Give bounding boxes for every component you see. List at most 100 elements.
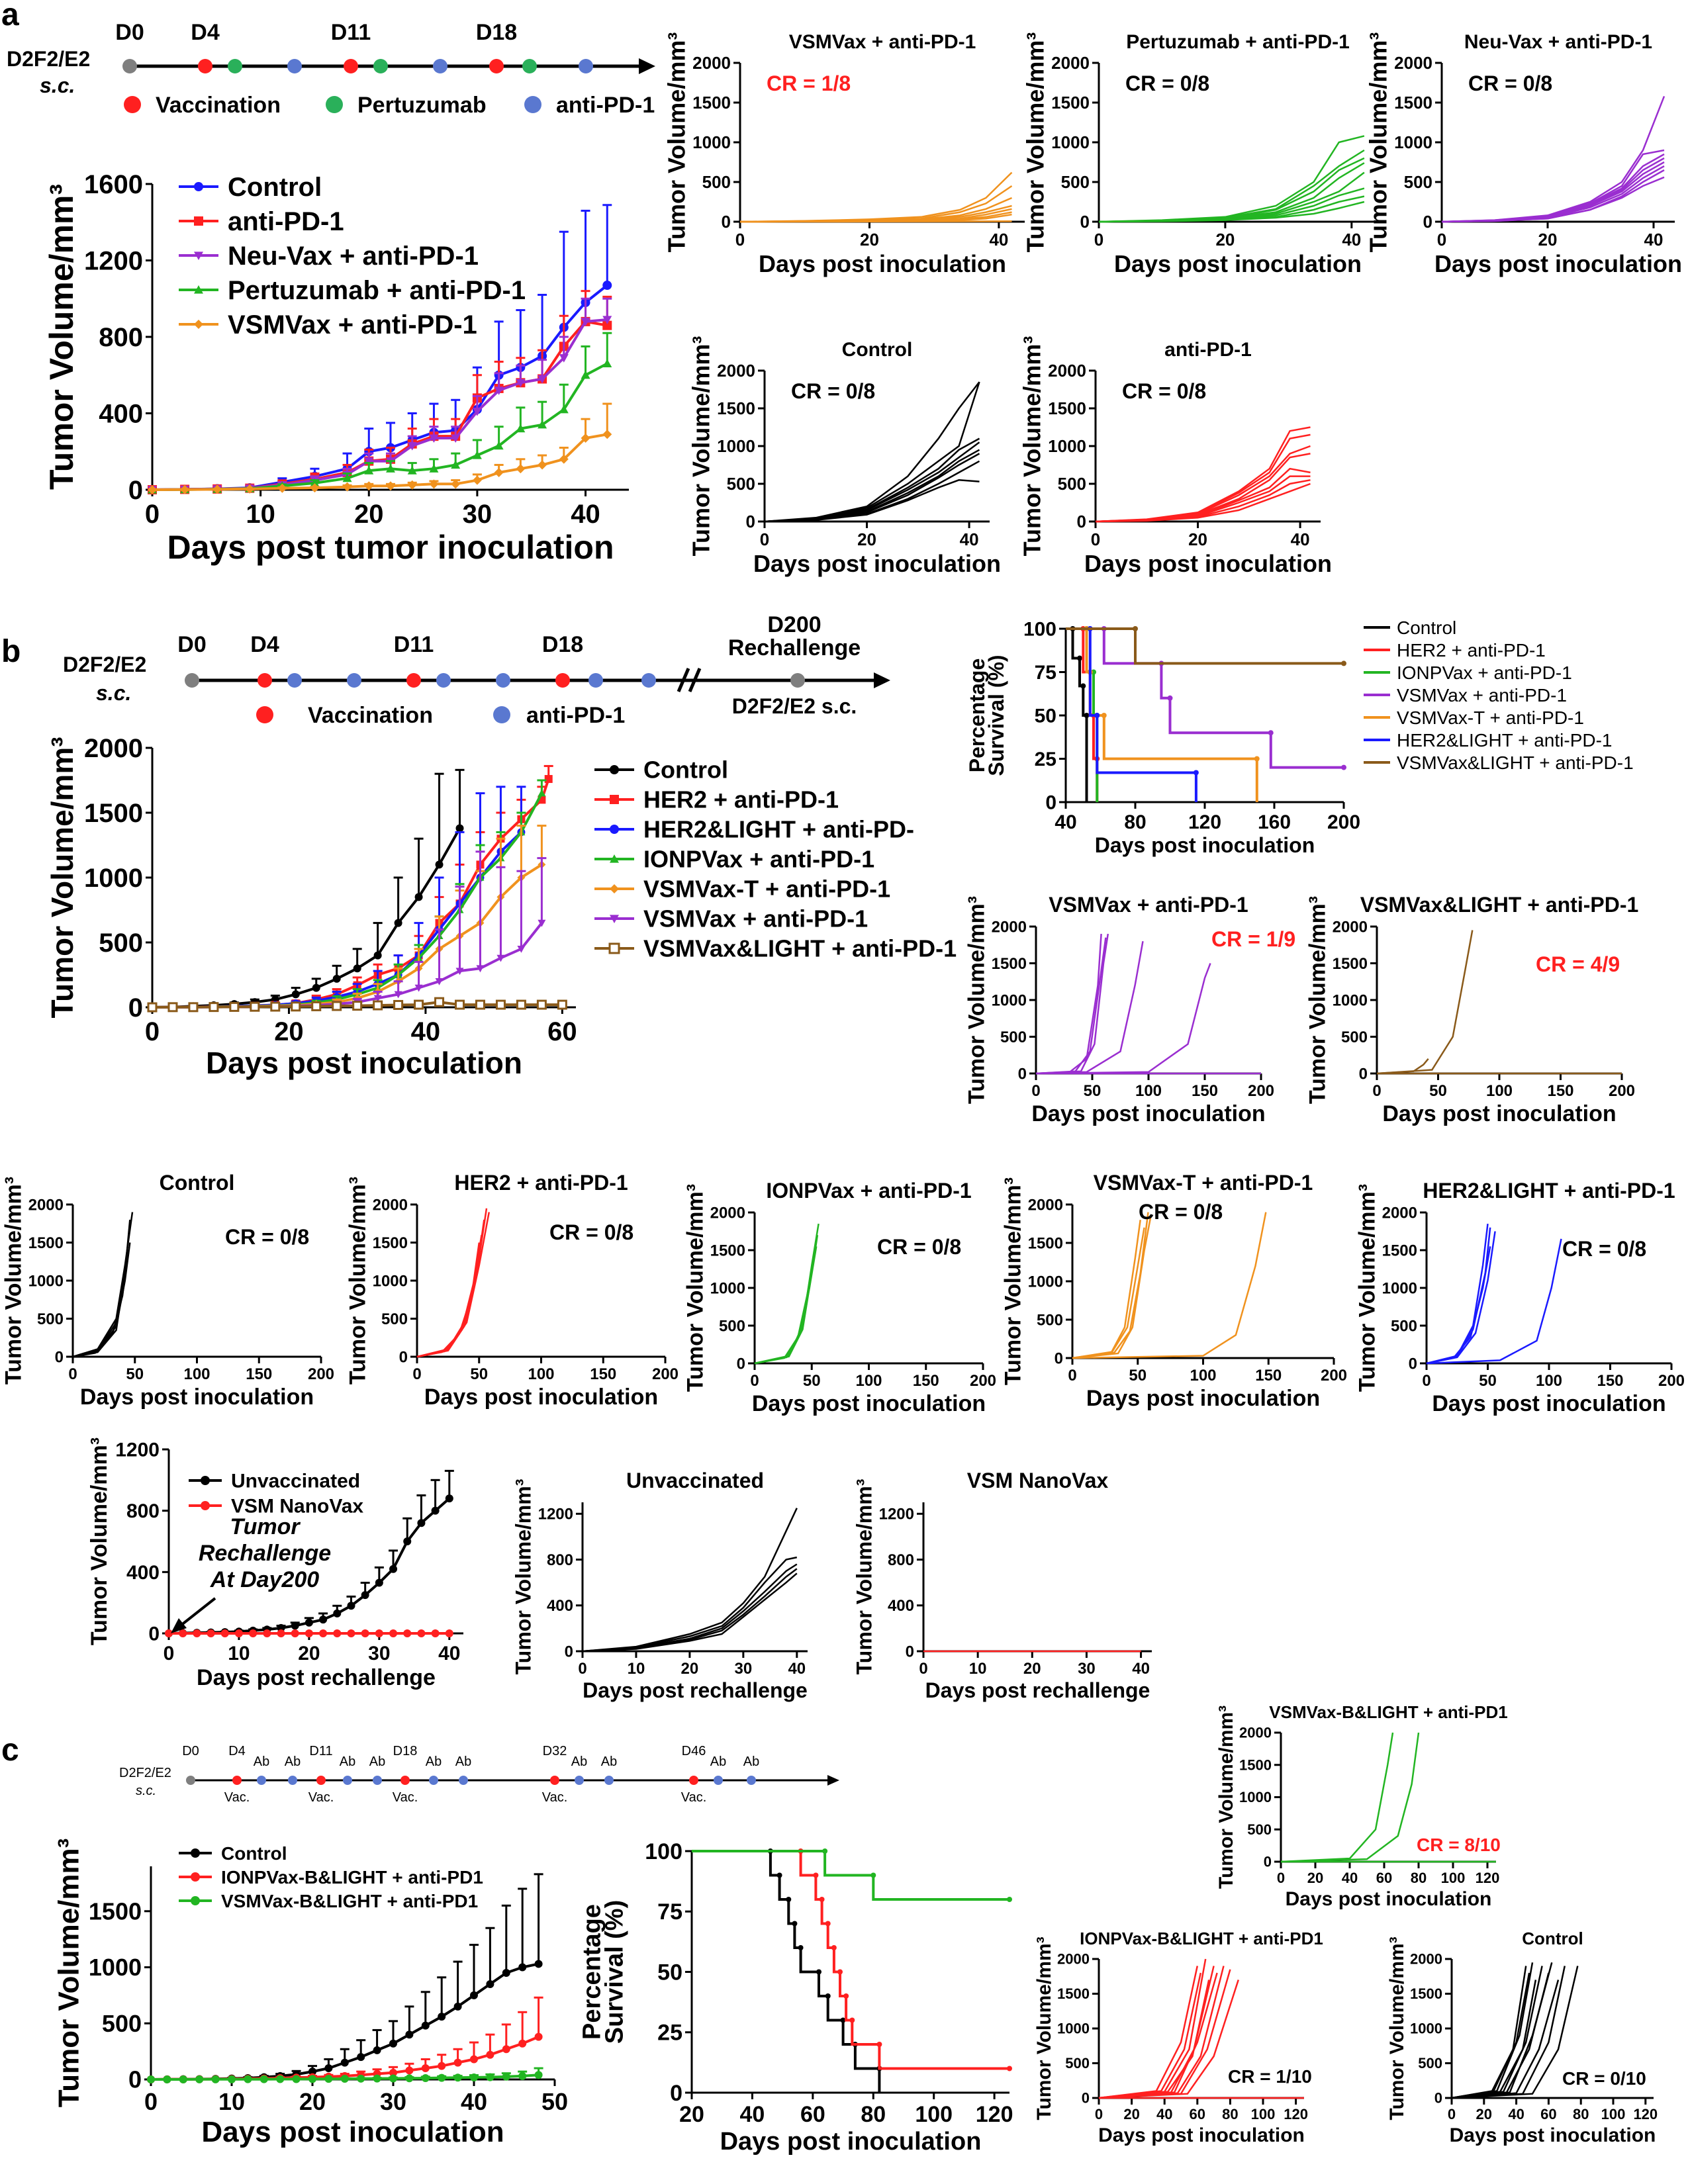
y-tick-label: 0: [1409, 1355, 1417, 1373]
data-point: [840, 2017, 846, 2023]
y-tick-label: 100: [1023, 619, 1056, 641]
x-tick-label: 0: [1372, 1082, 1381, 1100]
x-axis-label: Days post inoculation: [1084, 550, 1332, 577]
y-axis-label: Survival (%): [601, 1900, 629, 2044]
y-tick-label: 1000: [992, 991, 1027, 1009]
data-point: [453, 2002, 462, 2011]
data-point: [534, 2032, 543, 2041]
chart-title: anti-PD-1: [1164, 339, 1252, 361]
series-line: [1095, 482, 1311, 523]
x-tick-label: 40: [1156, 2106, 1172, 2122]
annotation-arrow: [176, 1597, 216, 1629]
data-point: [610, 825, 619, 834]
legend-entry: Control: [221, 1843, 287, 1864]
antipd1-dot: [433, 59, 447, 73]
data-point: [470, 2073, 478, 2081]
y-tick-label: 1500: [1048, 398, 1086, 418]
data-point: [453, 2073, 462, 2082]
data-point: [822, 1848, 828, 1854]
vaccination-dot: [555, 673, 570, 688]
x-tick-label: 0: [1422, 1372, 1430, 1390]
series-line: [1451, 1972, 1530, 2099]
y-tick-label: 0: [128, 476, 143, 505]
antibody-dot: [747, 1776, 756, 1785]
data-point: [373, 995, 382, 1003]
antibody-dot: [288, 1776, 297, 1785]
data-point: [486, 2073, 494, 2081]
data-point: [407, 441, 417, 451]
x-tick-label: 120: [1188, 811, 1221, 833]
data-point: [352, 1001, 363, 1011]
x-tick-label: 30: [1078, 1660, 1096, 1678]
ab-label: Ab: [710, 1754, 726, 1769]
data-point: [431, 1629, 440, 1637]
data-point: [581, 433, 590, 443]
y-tick-label: 2000: [1394, 53, 1432, 73]
x-tick-label: 20: [298, 1643, 320, 1664]
chart-title: Neu-Vax + anti-PD-1: [1464, 31, 1652, 53]
chart-title: VSMVax-T + anti-PD-1: [1094, 1171, 1313, 1195]
series-line: [1441, 149, 1665, 223]
y-tick-label: 0: [1359, 1065, 1368, 1083]
x-tick-label: 20: [679, 2102, 704, 2127]
chart-b-surv: 40 80 120 160 200 0 25 50 75 100 Days post inocula…: [965, 617, 1633, 857]
x-tick-label: 80: [1411, 1870, 1427, 1886]
x-tick-label: 120: [1284, 2106, 1308, 2122]
legend-entry: HER2 + anti-PD-1: [1397, 640, 1546, 660]
x-axis-label: Days post inoculation: [720, 2128, 982, 2156]
data-point: [429, 434, 439, 443]
y-tick-label: 0: [670, 2081, 682, 2106]
x-tick-label: 0: [750, 1372, 759, 1390]
x-tick-label: 20: [1538, 230, 1558, 250]
data-point: [417, 1629, 426, 1637]
y-tick-label: 500: [1341, 1028, 1368, 1046]
data-point: [194, 320, 203, 329]
x-axis-label: Days post rechallenge: [925, 1678, 1150, 1702]
data-point: [843, 1993, 849, 1999]
antipd1-dot: [588, 673, 603, 688]
data-point: [405, 2074, 414, 2083]
series-line: [1035, 963, 1211, 1075]
x-axis-label: Days post rechallenge: [583, 1678, 808, 1702]
y-tick-label: 2000: [1057, 1951, 1090, 1968]
series-line: [1098, 1966, 1215, 2099]
legend-dot: [493, 706, 510, 723]
x-tick-label: 50: [1084, 1082, 1102, 1100]
antipd1-dot: [287, 673, 302, 688]
chart-a-pd1: 0 20 40 0 500 1000 1500 2000 Days post inoculati…: [1018, 336, 1332, 577]
y-axis-label: Tumor Volume/mm³: [52, 1839, 85, 2108]
y-tick-label: 1500: [717, 398, 755, 418]
data-point: [445, 1629, 453, 1637]
timeline-label: Rechallenge: [728, 635, 861, 660]
data-point: [310, 478, 320, 487]
x-tick-label: 0: [145, 1017, 160, 1046]
data-point: [209, 1002, 219, 1013]
y-tick-label: 0: [1077, 512, 1086, 531]
y-tick-label: 1500: [89, 1897, 142, 1925]
ab-label: Ab: [455, 1754, 471, 1769]
data-point: [167, 1002, 178, 1013]
y-tick-label: 2000: [1028, 1196, 1063, 1214]
chart-title: VSM NanoVax: [967, 1469, 1109, 1492]
axis-break: [688, 668, 702, 692]
y-axis-label: Tumor Volume/mm³: [45, 737, 79, 1018]
data-point: [193, 1629, 201, 1637]
data-point: [201, 1476, 210, 1485]
chart-title: VSMVax + anti-PD-1: [1049, 893, 1248, 917]
y-tick-label: 2000: [1051, 53, 1090, 73]
x-axis-label: Days post inoculation: [1095, 833, 1315, 857]
data-point: [291, 990, 300, 999]
series-line: [1098, 1966, 1199, 2099]
data-point: [538, 375, 547, 384]
timeline-sublabel: s.c.: [136, 1784, 156, 1798]
panel-label: c: [1, 1733, 19, 1768]
data-point: [291, 1629, 299, 1637]
y-axis-label: Tumor Volume/mm³: [1386, 1936, 1408, 2120]
data-point: [393, 999, 404, 1010]
x-tick-label: 200: [1321, 1367, 1347, 1385]
data-point: [405, 2030, 414, 2039]
series-line: [1095, 475, 1311, 523]
annotation: CR = 0/8: [1125, 71, 1209, 95]
